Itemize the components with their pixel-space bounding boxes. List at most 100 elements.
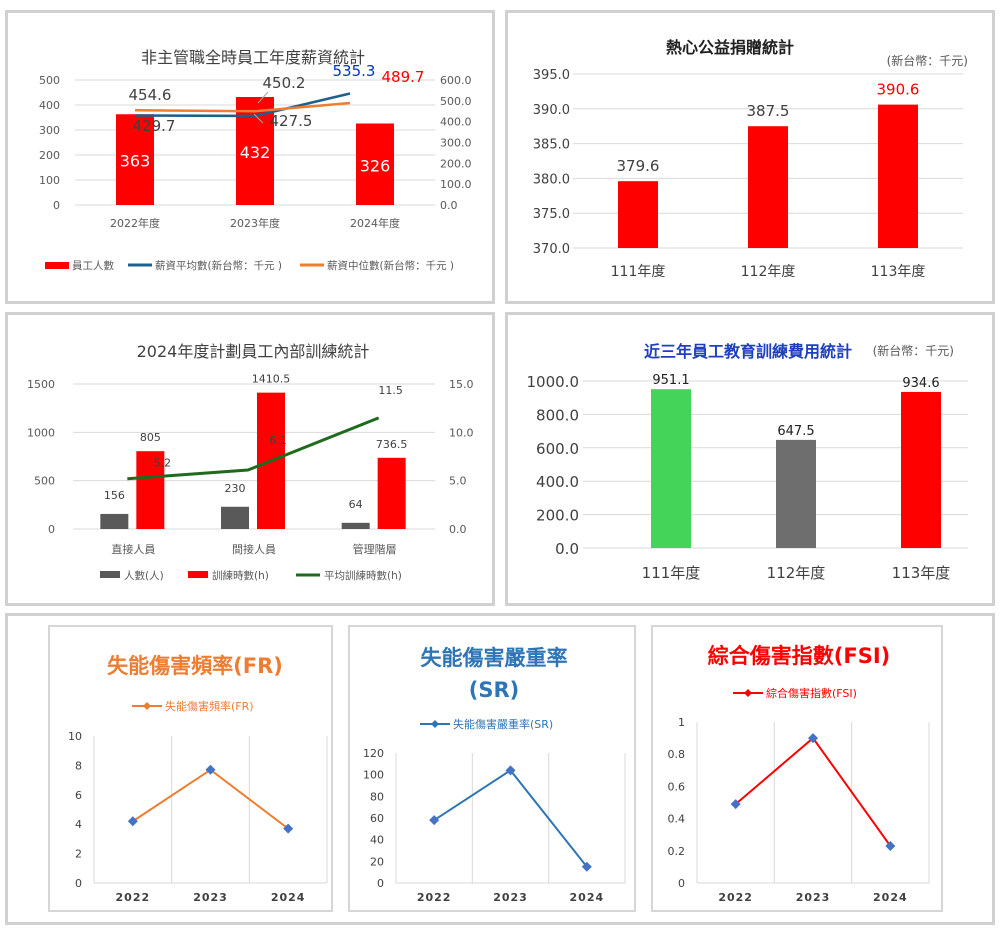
y-tick-label: 200 xyxy=(39,149,60,162)
bar-donation xyxy=(748,126,788,248)
bar-training-hours xyxy=(136,451,165,529)
y-tick-label: 200.0 xyxy=(536,507,579,525)
data-label-avg: 535.3 xyxy=(333,62,376,80)
fr-chart: 失能傷害頻率(FR) 失能傷害頻率(FR) 10 8 6 4 2 0 2022 2023 2024 xyxy=(68,654,328,904)
fr-chart-panel: 失能傷害頻率(FR) 失能傷害頻率(FR) 10 8 6 4 2 0 2022 2023 2024 xyxy=(48,625,333,912)
data-point-marker xyxy=(885,840,896,851)
y2-tick-label: 500.0 xyxy=(440,95,472,108)
bar-headcount xyxy=(100,513,129,529)
bar-training-cost xyxy=(651,389,691,548)
bar-value-label: 951.1 xyxy=(652,373,689,388)
x-tick-label: 直接人員 xyxy=(111,542,155,556)
x-tick-label: 2022年度 xyxy=(110,216,160,230)
series-line xyxy=(433,768,588,868)
y-tick-label: 1500 xyxy=(27,378,55,391)
y-tick-label: 1 xyxy=(678,716,685,729)
series-line xyxy=(735,736,892,847)
y-tick-label: 500 xyxy=(39,74,60,87)
y2-tick-label: 15.0 xyxy=(449,378,474,391)
y-tick-label: 1000.0 xyxy=(527,373,580,391)
y-tick-label: 500 xyxy=(34,475,55,488)
y-tick-label: 0.2 xyxy=(668,845,686,858)
data-point-marker xyxy=(429,815,440,826)
y2-tick-label: 0.0 xyxy=(449,523,467,536)
y-tick-label: 380.0 xyxy=(533,172,570,187)
data-label-avg: 427.5 xyxy=(270,112,313,130)
x-tick-label: 2024年度 xyxy=(350,216,400,230)
data-point-marker xyxy=(808,733,818,744)
training-cost-chart-panel: 近三年員工教育訓練費用統計 (新台幣：千元) 1000.0 800.0 600.0 4… xyxy=(505,312,995,606)
y-tick-label: 395.0 xyxy=(533,68,570,83)
y-tick-label: 600.0 xyxy=(536,440,579,458)
leader-line xyxy=(257,91,269,104)
x-tick-label: 間接人員 xyxy=(232,543,276,556)
legend-marker xyxy=(45,262,69,269)
training-chart: 2024年度計劃員工內部訓練統計 1500 1000 500 0 15.0 10.0 5.0… xyxy=(27,342,474,582)
y-tick-label: 120 xyxy=(363,747,384,760)
y-tick-label: 10 xyxy=(68,730,82,743)
x-tick-label: 2023 xyxy=(796,891,831,904)
bar-value-label: 1410.5 xyxy=(252,373,291,386)
legend-marker-diamond xyxy=(143,702,151,710)
x-tick-label: 2023 xyxy=(493,891,528,904)
fr-chart-title: 失能傷害頻率(FR) xyxy=(107,654,283,678)
training-chart-title: 2024年度計劃員工內部訓練統計 xyxy=(137,342,370,361)
training-cost-unit-note: (新台幣：千元) xyxy=(873,343,954,358)
bar-employees xyxy=(356,123,394,205)
legend-label: 失能傷害嚴重率(SR) xyxy=(453,717,553,731)
legend-label: 綜合傷害指數(FSI) xyxy=(766,686,857,700)
y-tick-label: 0.6 xyxy=(668,780,686,793)
line-value-label: 6.1 xyxy=(269,434,287,447)
bar-training-hours xyxy=(377,457,406,529)
line-value-label: 11.5 xyxy=(378,384,403,397)
y-tick-label: 100 xyxy=(363,769,384,782)
bar-training-cost xyxy=(776,439,816,548)
y-tick-label: 40 xyxy=(370,834,384,847)
bar-donation xyxy=(878,104,918,249)
safety-panel: 失能傷害頻率(FR) 失能傷害頻率(FR) 10 8 6 4 2 0 2022 2023 2024… xyxy=(5,613,995,925)
y-tick-label: 80 xyxy=(370,790,384,803)
y-tick-label: 100 xyxy=(39,174,60,187)
salary-chart-title: 非主管職全時員工年度薪資統計 xyxy=(141,48,365,67)
legend-marker-diamond xyxy=(431,720,439,728)
y2-tick-label: 10.0 xyxy=(449,426,474,439)
bar-value-label: 156 xyxy=(104,489,125,502)
y-tick-label: 0 xyxy=(48,523,55,536)
y-tick-label: 385.0 xyxy=(533,138,570,153)
y-tick-label: 375.0 xyxy=(533,207,570,222)
line-median-salary xyxy=(134,101,351,113)
data-point-marker xyxy=(127,816,138,827)
y2-tick-label: 5.0 xyxy=(449,475,467,488)
x-tick-label: 111年度 xyxy=(611,264,666,280)
y-tick-label: 0.0 xyxy=(555,540,579,558)
donation-chart-panel: 熱心公益捐贈統計 (新台幣：千元) 395.0 390.0 385.0 380.0 37… xyxy=(505,10,995,304)
fsi-chart: 綜合傷害指數(FSI) 綜合傷害指數(FSI) 1 0.8 0.6 0.4 0.2 0 202… xyxy=(668,644,930,904)
data-point-marker xyxy=(730,799,741,810)
x-tick-label: 2024 xyxy=(873,891,908,904)
y-tick-label: 6 xyxy=(75,789,82,802)
y-tick-label: 0 xyxy=(53,199,60,212)
data-point-marker xyxy=(581,861,592,872)
y-tick-label: 0.8 xyxy=(668,748,686,761)
y2-tick-label: 100.0 xyxy=(440,178,472,191)
legend-label: 失能傷害頻率(FR) xyxy=(165,699,254,713)
bar-headcount xyxy=(221,506,249,529)
data-label-median: 489.7 xyxy=(382,68,425,86)
y-tick-label: 400.0 xyxy=(536,473,579,491)
x-tick-label: 2023年度 xyxy=(230,216,280,230)
training-chart-panel: 2024年度計劃員工內部訓練統計 1500 1000 500 0 15.0 10.0 5.0… xyxy=(5,312,495,606)
x-tick-label: 2022 xyxy=(116,891,151,904)
bar-value-label: 379.6 xyxy=(617,157,660,175)
y-tick-label: 1000 xyxy=(27,426,55,439)
bar-training-cost xyxy=(901,391,941,548)
y-tick-label: 2 xyxy=(75,848,82,861)
legend-marker xyxy=(100,571,120,578)
bar-value-label: 647.5 xyxy=(777,424,814,439)
leader-line xyxy=(253,113,264,124)
legend-label: 員工人數 xyxy=(72,259,114,272)
bar-value-label: 230 xyxy=(225,482,246,495)
x-tick-label: 113年度 xyxy=(892,564,951,582)
bar-employees xyxy=(116,114,154,205)
training-cost-chart: 近三年員工教育訓練費用統計 (新台幣：千元) 1000.0 800.0 600.0 4… xyxy=(527,342,968,582)
bar-value-label: 387.5 xyxy=(747,102,790,120)
